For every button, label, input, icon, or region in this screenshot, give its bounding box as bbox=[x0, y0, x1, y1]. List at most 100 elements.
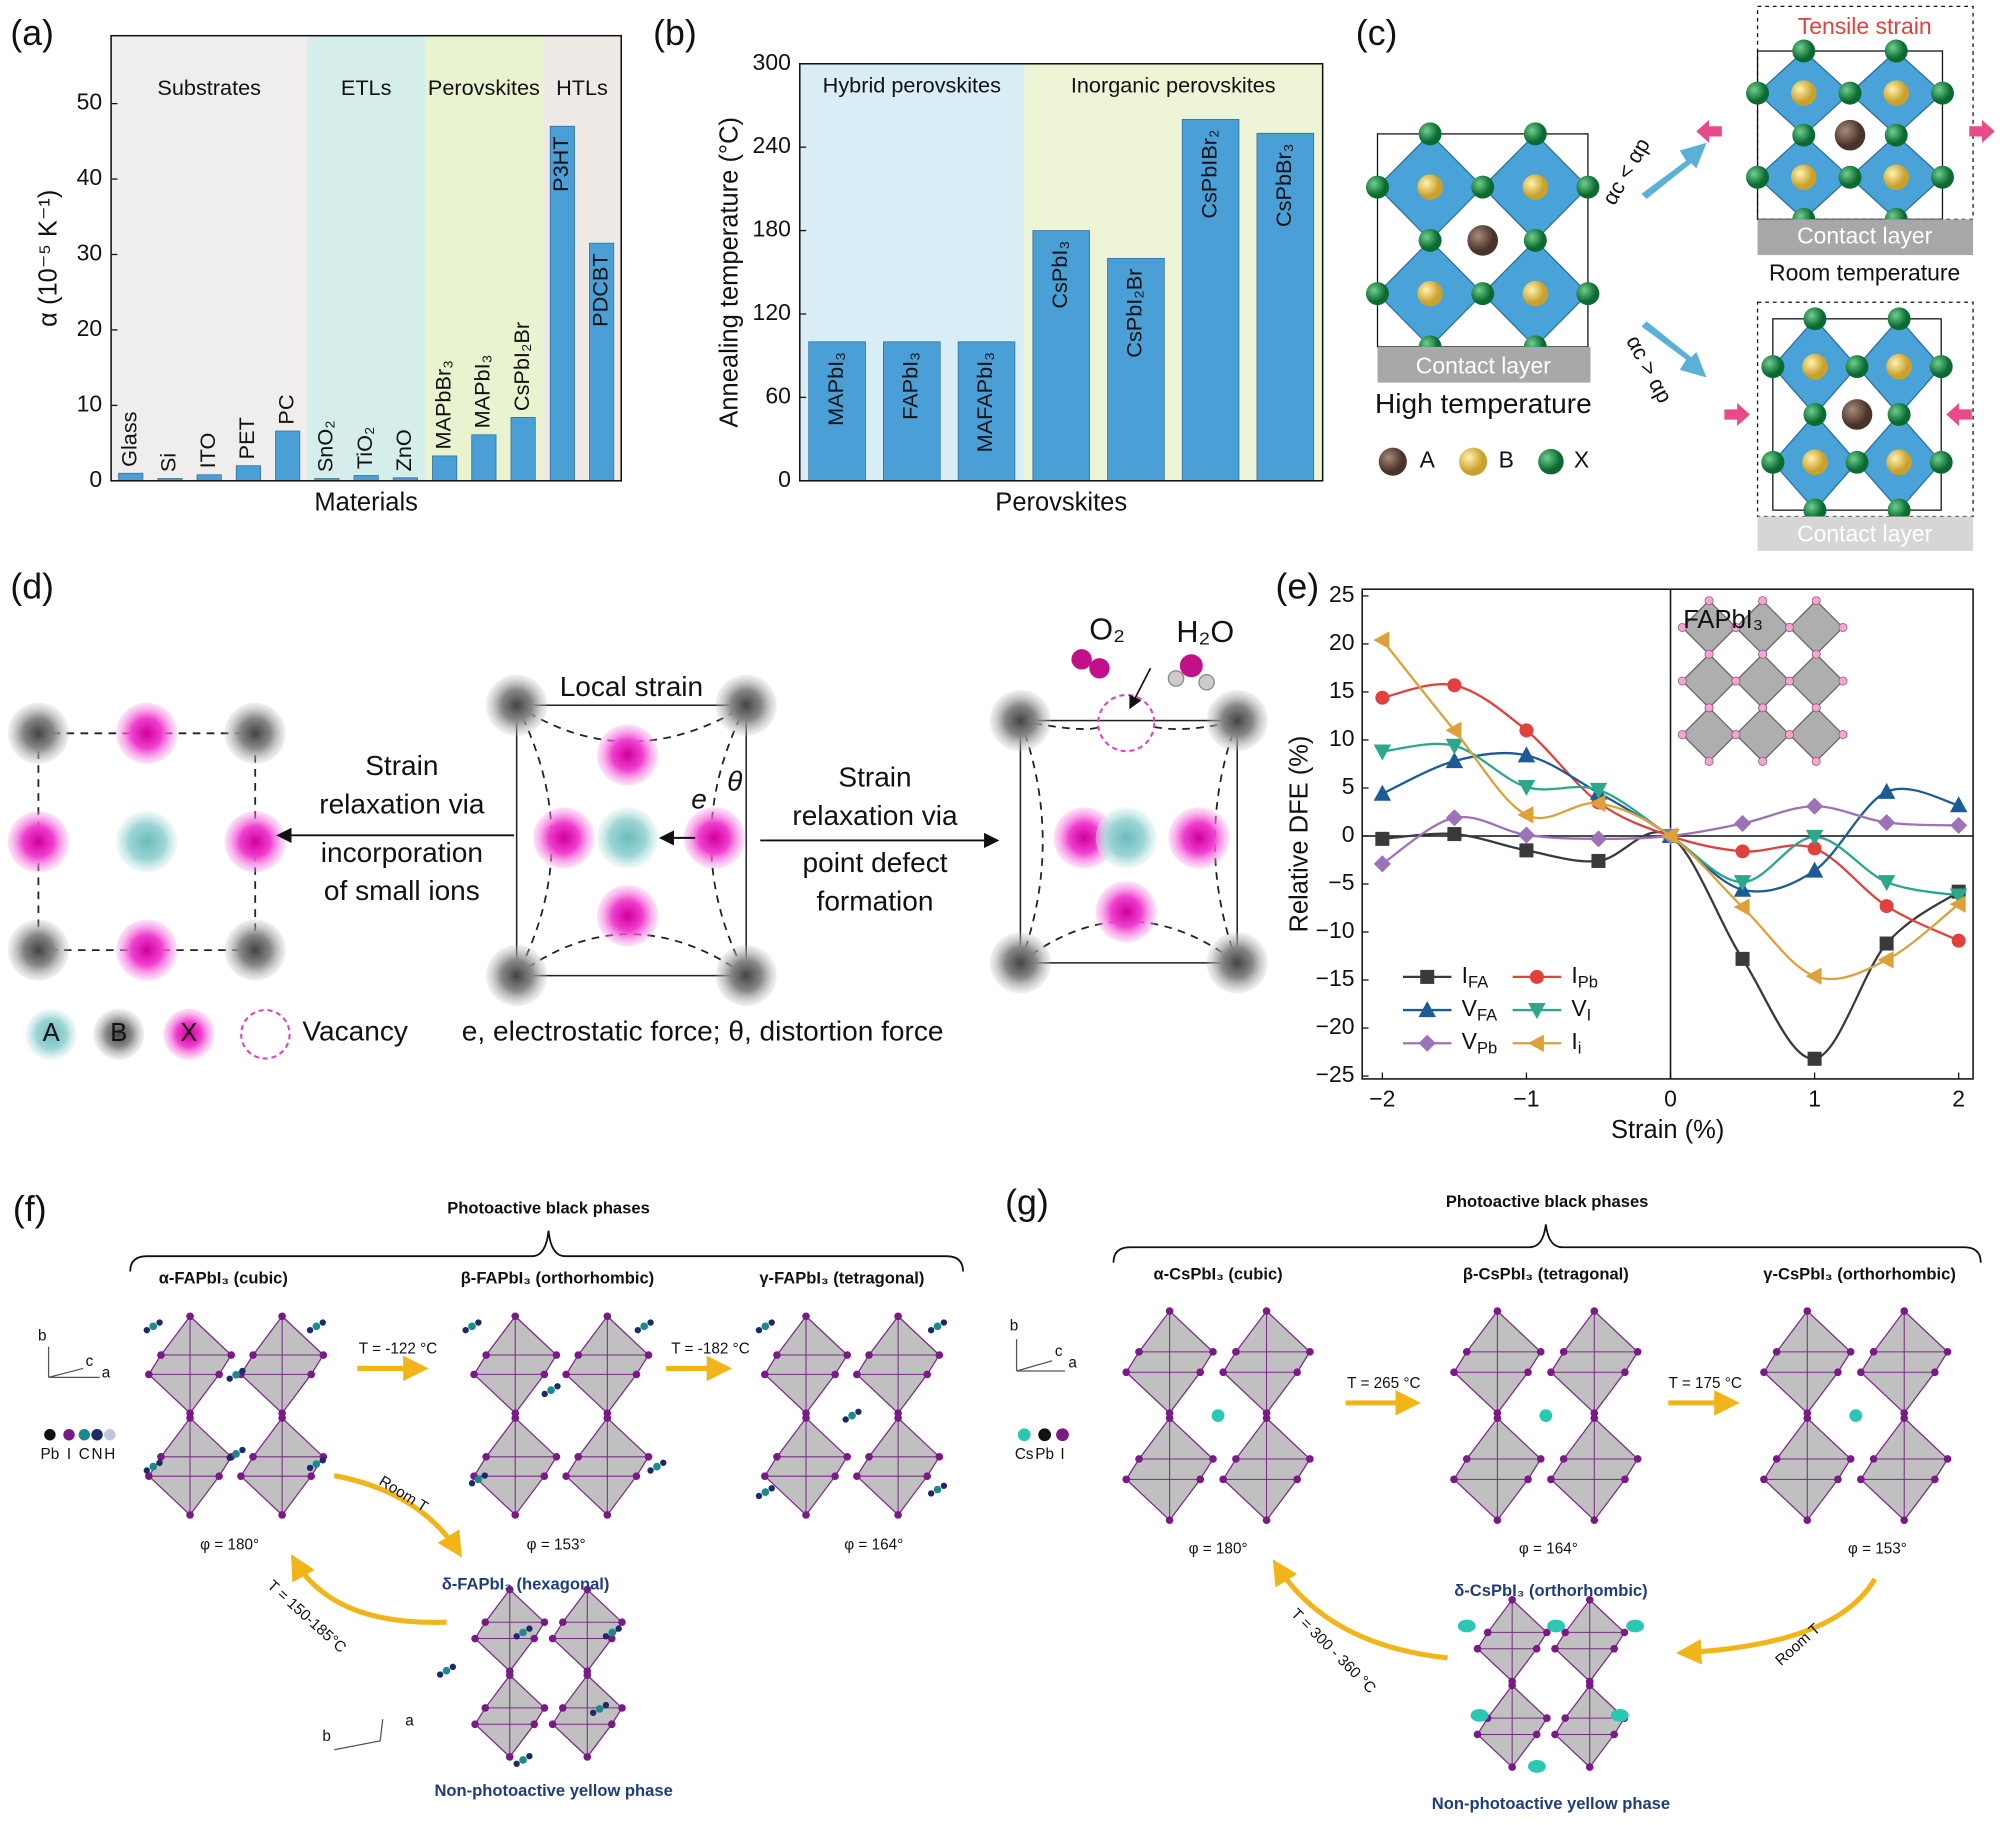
iodide bbox=[583, 1671, 592, 1680]
iodide bbox=[540, 1704, 549, 1712]
molecule-label: H₂O bbox=[1176, 615, 1234, 649]
axes-frame bbox=[110, 34, 622, 482]
data-point bbox=[1877, 951, 1894, 969]
iodide bbox=[1196, 1368, 1205, 1377]
iodide bbox=[548, 1720, 557, 1729]
iodide bbox=[552, 1452, 561, 1461]
fa-atom bbox=[306, 1464, 314, 1472]
phase-title: δ-FAPbI₃ (hexagonal) bbox=[442, 1575, 610, 1594]
molecule-label: O₂ bbox=[1089, 612, 1125, 646]
transition-label: T = 175 °C bbox=[1669, 1375, 1742, 1392]
octahedron-edge bbox=[764, 1418, 848, 1515]
iodide bbox=[831, 1370, 839, 1379]
legend-label: Ii bbox=[1571, 1028, 1581, 1058]
legend-label: A bbox=[1420, 447, 1436, 473]
brace bbox=[129, 1230, 964, 1272]
fa-atom bbox=[513, 1760, 520, 1767]
group-label: ETLs bbox=[341, 75, 392, 100]
data-point bbox=[1805, 967, 1822, 985]
octahedron-edge bbox=[475, 1589, 545, 1672]
bar bbox=[808, 341, 866, 482]
atom-x bbox=[1887, 307, 1911, 331]
iodide bbox=[1610, 1730, 1619, 1739]
molecule-atom bbox=[1089, 658, 1110, 679]
iodide bbox=[644, 1452, 653, 1461]
group-label: Substrates bbox=[157, 75, 261, 100]
iodide bbox=[632, 1370, 641, 1379]
inset-atom bbox=[1731, 622, 1741, 632]
fa-atom bbox=[226, 1375, 233, 1382]
inset-octahedron bbox=[1788, 706, 1844, 763]
phase-title: β-CsPbI₃ (tetragonal) bbox=[1463, 1265, 1629, 1284]
data-point bbox=[1661, 827, 1678, 845]
octahedron-edge bbox=[148, 1316, 232, 1414]
legend-label: I bbox=[67, 1446, 71, 1463]
legend-marker bbox=[1420, 969, 1435, 984]
bar-label: PET bbox=[234, 417, 259, 459]
legend-marker bbox=[1418, 1001, 1436, 1018]
octahedron-edge bbox=[240, 1418, 324, 1515]
iodide bbox=[1930, 1368, 1939, 1377]
data-point bbox=[1445, 738, 1464, 755]
inset-atom bbox=[1811, 756, 1821, 766]
atom-gray bbox=[1206, 932, 1268, 994]
atom-x bbox=[1471, 282, 1495, 306]
force-label: θ bbox=[727, 765, 742, 796]
iodide bbox=[1493, 1307, 1502, 1315]
data-point bbox=[1807, 1051, 1822, 1066]
atom-x bbox=[1803, 307, 1827, 331]
fa-atom bbox=[554, 1383, 561, 1390]
transition-label: T = -182 °C bbox=[671, 1340, 750, 1357]
group-band bbox=[307, 35, 426, 481]
fa-atom bbox=[149, 1322, 158, 1331]
inset-atom bbox=[1677, 622, 1687, 632]
iodide bbox=[618, 1704, 626, 1712]
iodide bbox=[1232, 1455, 1240, 1463]
iodide bbox=[1493, 1414, 1502, 1422]
iodide bbox=[1450, 1475, 1458, 1484]
iodide bbox=[186, 1511, 194, 1519]
bar-label: ZnO bbox=[391, 429, 416, 471]
legend-label: I bbox=[1060, 1446, 1064, 1463]
fa-atom bbox=[855, 1408, 862, 1415]
atom-gray bbox=[715, 674, 777, 736]
panel-label: (b) bbox=[653, 13, 697, 53]
atom-x bbox=[1746, 81, 1770, 105]
data-point bbox=[1733, 875, 1752, 892]
group-label: Inorganic perovskites bbox=[1071, 72, 1276, 97]
data-point bbox=[1517, 806, 1534, 824]
iodide bbox=[1585, 1763, 1594, 1771]
iodide bbox=[1450, 1368, 1458, 1377]
y-tick-label: 0 bbox=[1342, 821, 1355, 847]
octahedron-edge bbox=[1454, 1418, 1541, 1521]
bar bbox=[589, 242, 615, 482]
fa-atom bbox=[519, 1756, 527, 1764]
y-tick-label: 20 bbox=[1329, 629, 1355, 655]
iodide bbox=[1543, 1714, 1551, 1722]
inset-octahedron bbox=[1681, 653, 1737, 709]
data-point bbox=[1878, 813, 1896, 832]
axis-glyph bbox=[1015, 1339, 1066, 1372]
panel-label: (a) bbox=[10, 13, 54, 53]
atom-b bbox=[1802, 353, 1828, 380]
iodide bbox=[1857, 1368, 1865, 1377]
x-tick-label: 2 bbox=[1952, 1086, 1965, 1112]
iodide bbox=[1943, 1455, 1952, 1463]
iodide bbox=[1196, 1475, 1205, 1484]
axis-letter: b bbox=[1010, 1317, 1019, 1334]
data-point bbox=[1879, 899, 1894, 914]
fa-atom bbox=[940, 1319, 948, 1326]
phase-title: β-FAPbI₃ (orthorhombic) bbox=[461, 1269, 655, 1288]
iodide bbox=[1219, 1475, 1228, 1484]
brace bbox=[1112, 1224, 1982, 1263]
atom-mag bbox=[7, 811, 70, 873]
atom-mag bbox=[224, 811, 286, 873]
iodide bbox=[583, 1585, 592, 1594]
angle-label: φ = 180° bbox=[1189, 1541, 1248, 1558]
atom-b bbox=[1883, 80, 1909, 106]
fa-atom bbox=[842, 1416, 849, 1423]
y-tick-label: 10 bbox=[1329, 725, 1355, 751]
force-label: e bbox=[691, 783, 707, 814]
inset-atom bbox=[1731, 676, 1741, 686]
iodide bbox=[471, 1634, 479, 1643]
